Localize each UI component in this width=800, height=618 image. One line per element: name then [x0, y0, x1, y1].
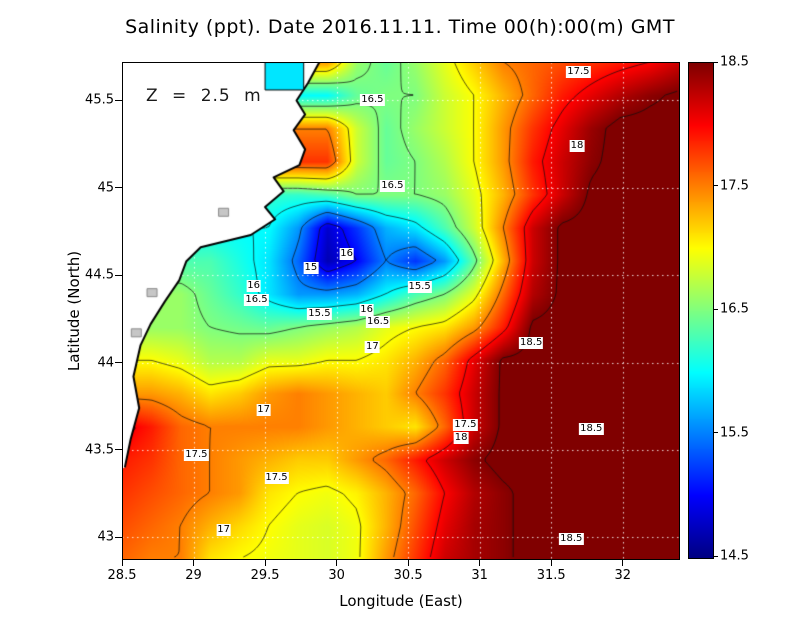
y-tick-mark — [115, 99, 122, 101]
contour-label: 17.5 — [264, 471, 289, 484]
contour-label: 16 — [339, 248, 354, 261]
contour-label: 18 — [453, 431, 469, 444]
colorbar — [688, 62, 714, 559]
contour-label: 16.5 — [380, 180, 405, 193]
contour-label: 15.5 — [407, 281, 432, 294]
colorbar-tick-label: 16.5 — [720, 301, 749, 317]
contour-label: 16.5 — [244, 293, 269, 306]
contour-label: 18.5 — [519, 337, 544, 350]
x-tick-mark — [336, 560, 338, 566]
contour-label: 17.5 — [453, 419, 478, 432]
y-tick-mark — [115, 187, 122, 189]
contour-label: 18.5 — [559, 533, 584, 546]
x-tick-mark — [121, 560, 123, 566]
x-tick-label: 30 — [328, 568, 345, 583]
contour-label: 17 — [256, 403, 272, 416]
x-tick-mark — [479, 560, 481, 566]
contour-label: 17.5 — [566, 66, 591, 79]
y-tick-label: 43 — [97, 529, 114, 545]
x-axis-title: Longitude (East) — [339, 592, 463, 610]
contour-label: 16 — [246, 279, 261, 292]
y-tick-label: 44 — [97, 355, 114, 371]
colorbar-tick-mark — [714, 61, 718, 63]
x-tick-mark — [622, 560, 624, 566]
colorbar-tick-label: 15.5 — [720, 425, 749, 440]
contour-label: 17 — [365, 340, 380, 353]
colorbar-tick-label: 18.5 — [720, 54, 749, 70]
x-tick-label: 28.5 — [107, 568, 137, 583]
y-tick-label: 44.5 — [85, 267, 114, 283]
x-tick-label: 29.5 — [250, 568, 280, 583]
contour-label: 17.5 — [184, 449, 209, 462]
y-tick-mark — [115, 362, 122, 364]
salinity-field-canvas — [122, 62, 680, 560]
colorbar-tick-mark — [714, 432, 718, 433]
y-tick-mark — [115, 536, 122, 538]
y-axis-title: Latitude (North) — [65, 250, 83, 372]
contour-label: 17 — [216, 524, 231, 537]
x-tick-label: 32 — [614, 568, 632, 583]
contour-label: 16.5 — [360, 94, 385, 107]
colorbar-tick-mark — [714, 185, 718, 186]
y-tick-label: 45 — [97, 180, 114, 196]
contour-label: 15.5 — [307, 307, 332, 320]
x-tick-mark — [407, 560, 409, 566]
map-plot-area: Z = 2.5 m 17.5 18 16.5 16.5 16 15 16 16.5 15.5 15… — [122, 62, 680, 560]
x-tick-label: 29 — [185, 568, 202, 583]
y-tick-label: 43.5 — [85, 442, 114, 458]
x-tick-mark — [550, 560, 552, 566]
y-tick-label: 45.5 — [85, 92, 114, 108]
contour-label: 16 — [359, 304, 375, 317]
x-tick-label: 31.5 — [536, 568, 566, 583]
colorbar-tick-label: 14.5 — [720, 548, 749, 564]
contour-label: 18.5 — [579, 422, 604, 435]
x-tick-label: 31 — [471, 568, 488, 583]
plot-title: Salinity (ppt). Date 2016.11.11. Time 00… — [125, 16, 675, 38]
x-tick-label: 30.5 — [393, 568, 423, 583]
colorbar-tick-mark — [714, 308, 718, 310]
y-tick-mark — [115, 274, 122, 276]
y-tick-mark — [115, 449, 122, 451]
depth-annotation: Z = 2.5 m — [146, 86, 262, 106]
contour-label: 15 — [303, 262, 319, 275]
contour-label: 16.5 — [365, 316, 391, 329]
colorbar-tick-mark — [714, 555, 718, 557]
x-tick-mark — [193, 560, 195, 566]
contour-label: 18 — [569, 139, 585, 152]
x-tick-mark — [264, 560, 266, 566]
colorbar-tick-label: 17.5 — [720, 178, 749, 193]
